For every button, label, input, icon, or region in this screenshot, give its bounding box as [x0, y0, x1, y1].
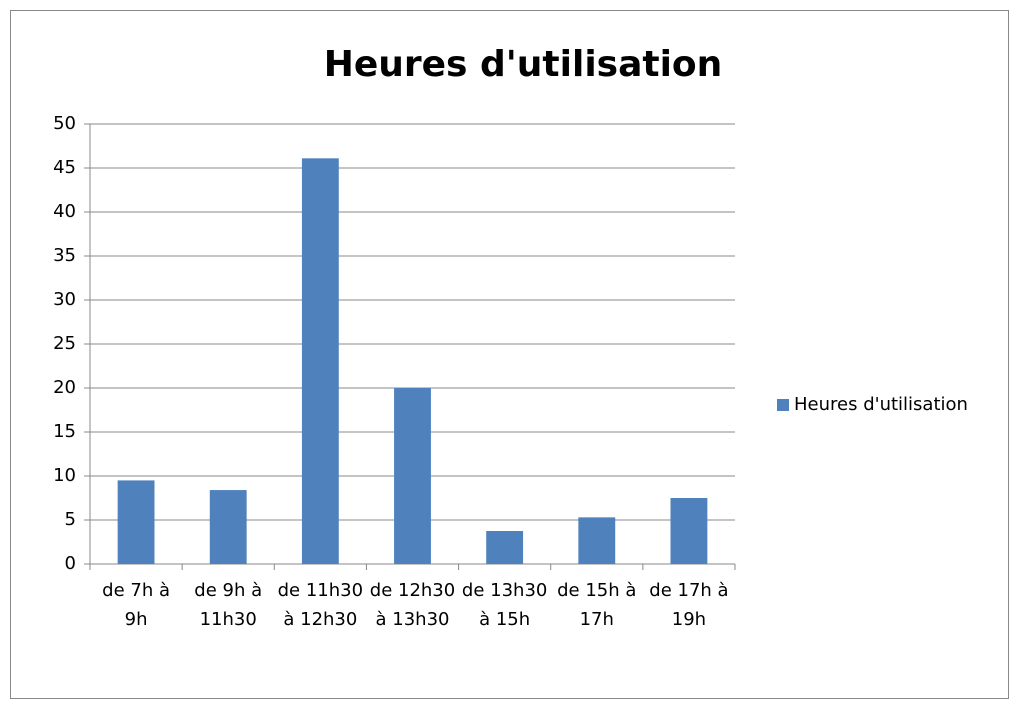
x-tick-label: de 12h30 à 13h30: [369, 580, 456, 630]
y-tick-label: 40: [53, 201, 76, 222]
y-tick-label: 20: [53, 377, 76, 398]
bar: [117, 480, 155, 564]
y-tick-label: 5: [65, 509, 76, 530]
bar: [578, 517, 616, 564]
x-tick-label: de 9h à 11h30: [194, 580, 263, 630]
x-tick-label: de 13h30 à 15h: [461, 580, 548, 630]
x-tick-label: de 17h à 19h: [649, 580, 729, 630]
x-tick-label: de 11h30 à 12h30: [277, 580, 364, 630]
chart-title: Heures d'utilisation: [324, 44, 723, 85]
bar: [486, 531, 524, 564]
y-tick-label: 15: [53, 421, 76, 442]
chart-border: [10, 10, 1009, 699]
legend-label: Heures d'utilisation: [794, 394, 968, 415]
y-tick-label: 25: [53, 333, 76, 354]
x-tick-label: de 15h à 17h: [557, 580, 637, 630]
y-tick-label: 45: [53, 157, 76, 178]
legend-swatch: [777, 399, 789, 411]
bar: [209, 490, 247, 564]
bar: [301, 158, 339, 564]
y-tick-label: 10: [53, 465, 76, 486]
bar: [670, 498, 708, 564]
y-tick-label: 0: [65, 553, 76, 574]
y-tick-label: 50: [53, 113, 76, 134]
y-tick-label: 35: [53, 245, 76, 266]
y-tick-label: 30: [53, 289, 76, 310]
bar: [394, 388, 431, 564]
x-tick-label: de 7h à 9h: [102, 580, 170, 630]
